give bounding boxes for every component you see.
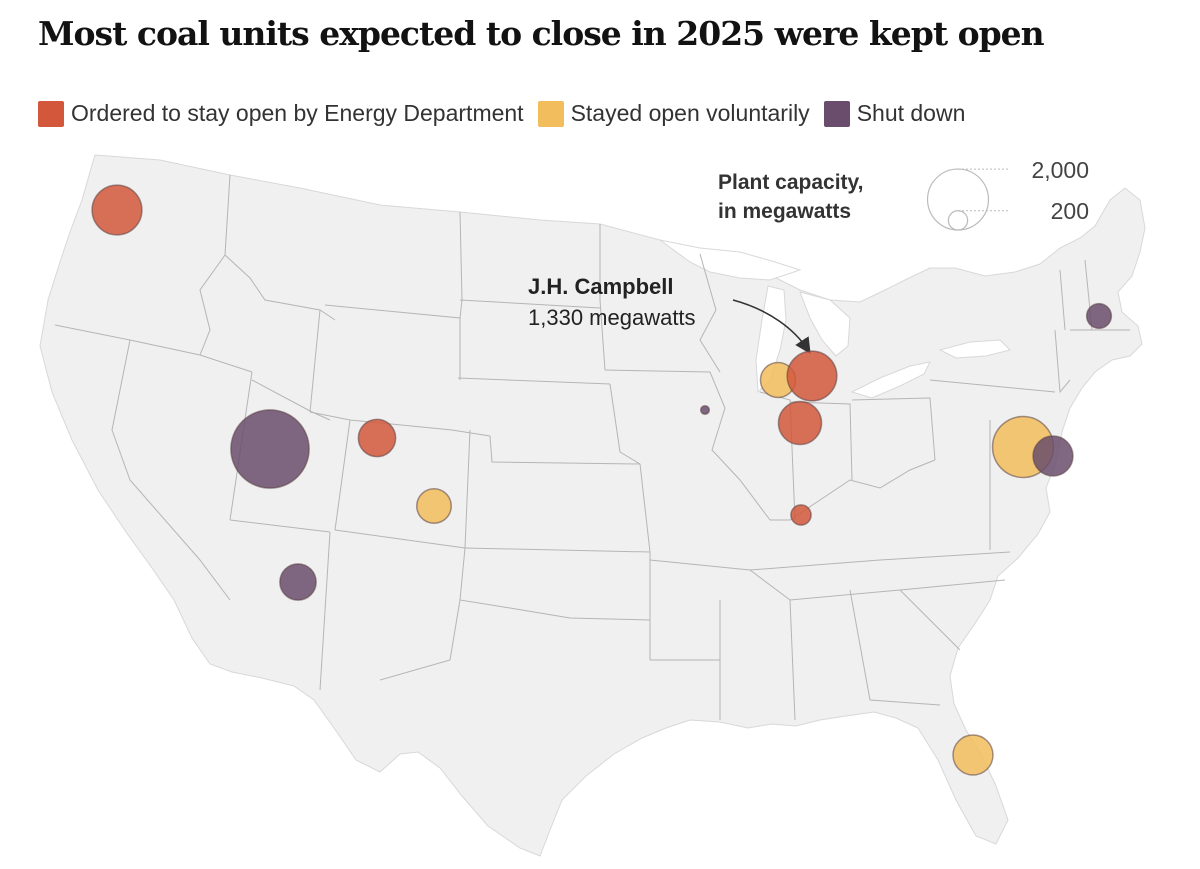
lake-superior (659, 239, 802, 281)
size-legend-title-line2: in megawatts (718, 200, 851, 223)
category-legend: Ordered to stay open by Energy Departmen… (38, 100, 979, 127)
us-basemap (39, 154, 1146, 857)
lake-huron (799, 291, 851, 357)
annotation-arrow (732, 299, 811, 355)
lake-ontario (938, 339, 1011, 359)
legend-item-shutdown: Shut down (823, 100, 966, 127)
legend-label-voluntary: Stayed open voluntarily (570, 100, 810, 126)
legend-item-voluntary: Stayed open voluntarily (537, 100, 810, 127)
plant-bubble-indiana-north[interactable] (777, 400, 823, 446)
size-legend-large-circle (926, 168, 990, 231)
us-outline (39, 154, 1146, 857)
legend-swatch-voluntary (537, 100, 564, 127)
size-legend-large-label: 2,000 (1031, 157, 1089, 183)
plant-bubbles (91, 184, 1113, 776)
plant-bubble-washington[interactable] (91, 184, 143, 236)
legend-swatch-shutdown (823, 100, 850, 127)
plant-bubble-new-hampshire[interactable] (1085, 302, 1113, 330)
lake-erie (850, 361, 931, 399)
state-borders (54, 174, 1130, 721)
plant-bubble-florida[interactable] (952, 734, 994, 776)
legend-label-shutdown: Shut down (856, 100, 966, 126)
annotation-plant-name: J.H. Campbell (528, 274, 673, 299)
size-legend-small-label: 200 (1051, 198, 1089, 224)
plant-bubble-colorado-south[interactable] (416, 488, 452, 524)
plant-bubble-jh-campbell[interactable] (786, 350, 838, 402)
annotation-jh-campbell: J.H. Campbell 1,330 megawatts (528, 274, 811, 355)
legend-swatch-ordered (38, 100, 64, 127)
plant-bubble-colorado-north[interactable] (357, 418, 397, 458)
page-title: Most coal units expected to close in 202… (38, 14, 1045, 53)
size-legend-title-line1: Plant capacity, (718, 171, 864, 194)
plant-bubble-arizona[interactable] (279, 563, 317, 601)
plant-bubble-utah[interactable] (230, 409, 310, 489)
plant-bubble-iowa[interactable] (699, 404, 711, 416)
plant-bubble-delaware[interactable] (1032, 435, 1074, 477)
size-legend: Plant capacity, in megawatts 2,000 200 (718, 157, 1089, 231)
plant-bubble-indiana-south[interactable] (790, 504, 812, 526)
legend-label-ordered: Ordered to stay open by Energy Departmen… (71, 100, 524, 126)
size-legend-small-circle (947, 210, 969, 231)
legend-item-ordered: Ordered to stay open by Energy Departmen… (38, 100, 524, 127)
annotation-plant-capacity: 1,330 megawatts (528, 305, 696, 330)
